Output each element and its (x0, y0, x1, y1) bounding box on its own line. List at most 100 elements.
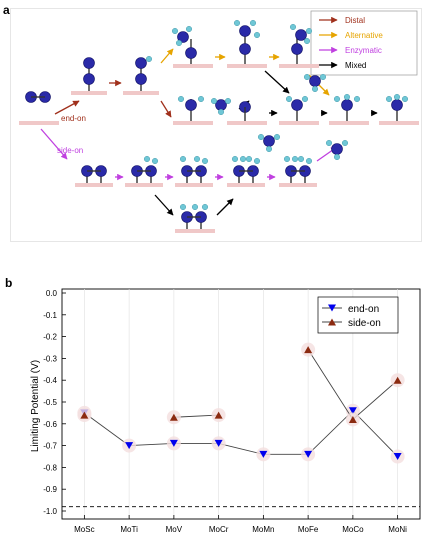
hydrogen-atom (257, 133, 264, 140)
legend-label-end-on: end-on (348, 304, 379, 315)
hydrogen-atom (354, 95, 361, 102)
surface-platform (75, 183, 113, 187)
arrow-distal (54, 100, 80, 115)
plot-frame (61, 288, 421, 520)
nitrogen-atom (83, 57, 95, 69)
data-point-end-on (259, 450, 268, 458)
surface-platform (329, 121, 369, 125)
surface-platform (173, 121, 213, 125)
data-point-side-on (393, 376, 402, 384)
surface-platform (279, 64, 319, 68)
hydrogen-atom (265, 145, 272, 152)
chart-legend (317, 296, 399, 334)
hydrogen-atom (239, 155, 246, 162)
hydrogen-atom (201, 157, 208, 164)
hydrogen-atom (210, 97, 217, 104)
y-tick-label: 0.0 (46, 289, 58, 298)
hydrogen-atom (197, 95, 204, 102)
y-tick-label: -1.0 (43, 507, 57, 516)
reaction-scheme: Distal Alternative Enzymatic Mixed end-on sid… (19, 10, 419, 233)
data-point-side-on (80, 411, 89, 419)
hydrogen-atom (290, 23, 297, 30)
hydrogen-atom (292, 155, 299, 162)
legend-label: Alternative (345, 31, 383, 40)
hydrogen-atom (304, 73, 311, 80)
hydrogen-atom (191, 203, 198, 210)
series-line-end-on (84, 410, 398, 457)
reaction-scheme-panel: Distal Alternative Enzymatic Mixed end-on sid… (10, 8, 422, 242)
surface-platform (71, 91, 107, 95)
surface-platform (227, 121, 267, 125)
surface-platform (173, 64, 213, 68)
hydrogen-atom (177, 95, 184, 102)
nitrogen-atom (239, 43, 251, 55)
nitrogen-atom (215, 99, 227, 111)
nitrogen-atom (239, 25, 251, 37)
x-tick-label: MoSc (74, 525, 94, 534)
hydrogen-atom (179, 155, 186, 162)
panel-a-label: a (3, 3, 10, 17)
x-tick-label: MoTi (120, 525, 138, 534)
surface-platform (125, 183, 163, 187)
hydrogen-atom (274, 133, 281, 140)
data-point-end-on (214, 439, 223, 447)
hydrogen-atom (306, 28, 313, 35)
surface-platform (227, 64, 267, 68)
surface-platform (175, 229, 215, 233)
data-point-side-on (348, 415, 357, 423)
data-point-end-on (169, 439, 178, 447)
nitrogen-atom (185, 99, 197, 111)
hydrogen-atom (298, 155, 305, 162)
hydrogen-atom (302, 95, 309, 102)
y-tick-label: -0.9 (43, 485, 57, 494)
surface-platform (123, 91, 159, 95)
data-point-end-on (348, 407, 357, 415)
hydrogen-atom (253, 157, 260, 164)
surface-platform (227, 183, 265, 187)
x-tick-label: MoCr (209, 525, 229, 534)
hydrogen-atom (304, 38, 311, 45)
data-point-end-on (125, 442, 134, 450)
data-point-side-on (169, 413, 178, 421)
legend-label: Distal (345, 16, 365, 25)
arrow-mixed (216, 198, 234, 216)
y-tick-label: -0.3 (43, 354, 57, 363)
surface-platform (279, 121, 319, 125)
hydrogen-atom (179, 203, 186, 210)
hydrogen-atom (320, 73, 327, 80)
arrow-mixed (264, 70, 290, 94)
arrow-mixed (154, 194, 174, 216)
hydrogen-atom (394, 93, 401, 100)
y-tick-label: -0.5 (43, 398, 57, 407)
hydrogen-atom (306, 157, 313, 164)
limiting-potential-chart: 0.0 -0.1 -0.2 -0.3 -0.4 -0.5 -0.6 -0.7 -0.8 -0.9 -… (30, 288, 421, 534)
legend-box (310, 10, 418, 76)
hydrogen-atom (342, 139, 349, 146)
x-tick-label: MoMn (252, 525, 274, 534)
nitrogen-atom (135, 73, 147, 85)
x-tick-label: MoNi (388, 525, 407, 534)
surface-platform (379, 121, 419, 125)
hydrogen-atom (143, 155, 150, 162)
data-point-end-on (304, 450, 313, 458)
hydrogen-atom (185, 26, 192, 33)
legend-label-side-on: side-on (348, 318, 381, 329)
hydrogen-atom (402, 95, 409, 102)
hydrogen-atom (284, 155, 291, 162)
data-point-side-on (304, 346, 313, 354)
nitrogen-atom (83, 73, 95, 85)
hydrogen-atom (334, 95, 341, 102)
arrow-enzymatic (40, 128, 68, 160)
hydrogen-atom (312, 85, 319, 92)
hydrogen-atom (286, 95, 293, 102)
hydrogen-atom (326, 139, 333, 146)
y-tick-label: -0.7 (43, 442, 57, 451)
hydrogen-atom (217, 108, 224, 115)
nitrogen-atom (177, 31, 189, 43)
hydrogen-atom (171, 28, 178, 35)
legend-marker (328, 304, 336, 312)
arrow-alternative (160, 48, 174, 64)
hydrogen-atom (201, 203, 208, 210)
y-tick-label: -0.4 (43, 376, 57, 385)
hydrogen-atom (231, 155, 238, 162)
